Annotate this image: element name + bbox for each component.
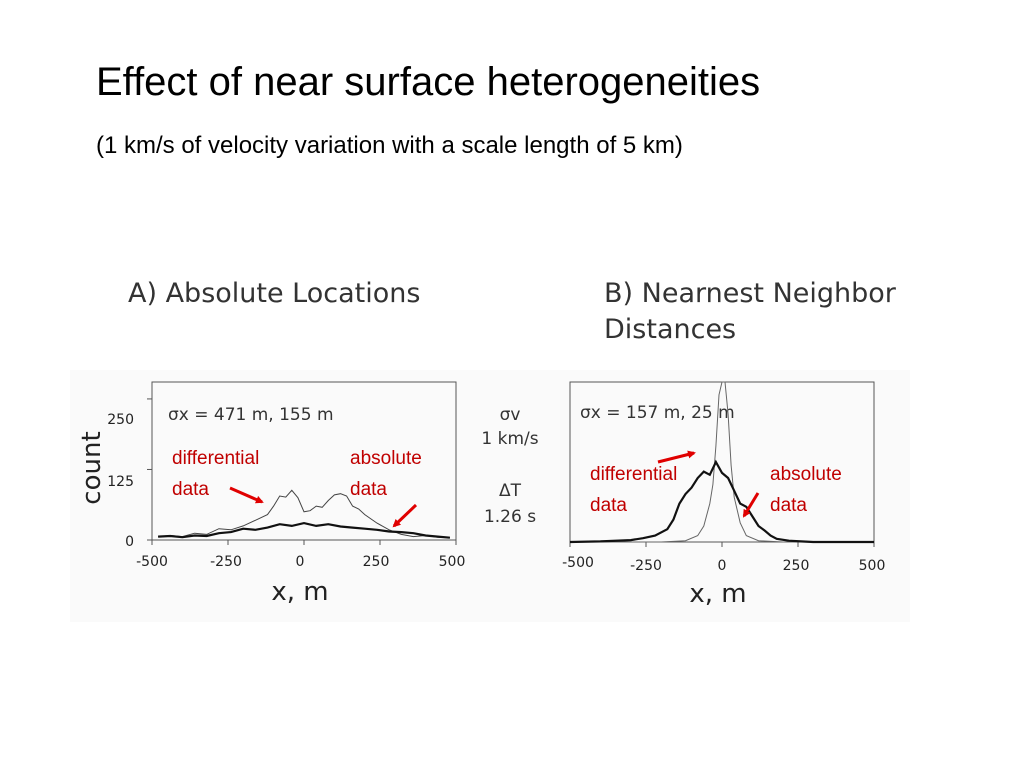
chart-b-arrow-differential	[657, 450, 696, 464]
chart-b-xtick-250: 250	[783, 558, 810, 574]
chart-b-xlabel: x, m	[689, 579, 746, 609]
mid-delta-t: ΔT	[499, 481, 522, 501]
chart-a-tick-marks	[147, 398, 457, 545]
mid-sigma-v: σv	[500, 405, 521, 425]
chart-b-title-line-2: Distances	[604, 314, 737, 345]
slide-subtitle: (1 km/s of velocity variation with a sca…	[96, 132, 683, 159]
chart-b-arrow-absolute	[742, 492, 760, 518]
chart-a-xtick-0: 0	[296, 554, 305, 570]
chart-a-series-thick	[158, 521, 450, 539]
chart-a-anno-absolute-1: absolute	[350, 448, 422, 469]
chart-b-title: B) Nearnest Neighbor Distances	[604, 276, 896, 348]
chart-a-sigma-label: σx = 471 m, 155 m	[168, 405, 334, 425]
chart-a-ylabel: count	[77, 431, 107, 504]
mid-time: 1.26 s	[484, 507, 536, 527]
chart-b-series-thin	[570, 381, 874, 543]
chart-a-series-thin	[158, 489, 450, 539]
chart-b-anno-differential-1: differential	[590, 464, 677, 485]
slide-title: Effect of near surface heterogeneities	[96, 60, 761, 104]
chart-a-anno-differential-2: data	[172, 479, 209, 500]
chart-b-xtick-neg250: -250	[630, 558, 662, 574]
chart-b-title-line-1: B) Nearnest Neighbor	[604, 278, 896, 309]
chart-a-arrow-absolute	[392, 503, 418, 528]
chart-a-anno-differential-1: differential	[172, 448, 259, 469]
chart-b-anno-differential-2: data	[590, 495, 627, 516]
chart-a-ytick-125: 125	[107, 474, 134, 490]
chart-a-title: A) Absolute Locations	[128, 278, 421, 309]
figure-panel	[70, 370, 910, 622]
mid-velocity: 1 km/s	[481, 429, 538, 449]
chart-b-xtick-neg500: -500	[562, 555, 594, 571]
chart-a-anno-absolute-2: data	[350, 479, 387, 500]
chart-b-xtick-0: 0	[718, 558, 727, 574]
chart-a-arrow-differential	[229, 486, 264, 504]
chart-a-ytick-0: 0	[125, 534, 134, 550]
chart-a-xtick-neg500: -500	[136, 554, 168, 570]
chart-a-xtick-250: 250	[363, 554, 390, 570]
chart-b-sigma-label: σx = 157 m, 25 m	[580, 403, 735, 423]
chart-a-xtick-500: 500	[439, 554, 466, 570]
chart-b-xtick-500: 500	[859, 558, 886, 574]
chart-a-xlabel: x, m	[271, 577, 328, 607]
chart-b-anno-absolute-2: data	[770, 495, 807, 516]
chart-a-ytick-250: 250	[107, 412, 134, 428]
chart-a-xtick-neg250: -250	[210, 554, 242, 570]
chart-b-series-thick	[569, 459, 874, 544]
chart-b-anno-absolute-1: absolute	[770, 464, 842, 485]
